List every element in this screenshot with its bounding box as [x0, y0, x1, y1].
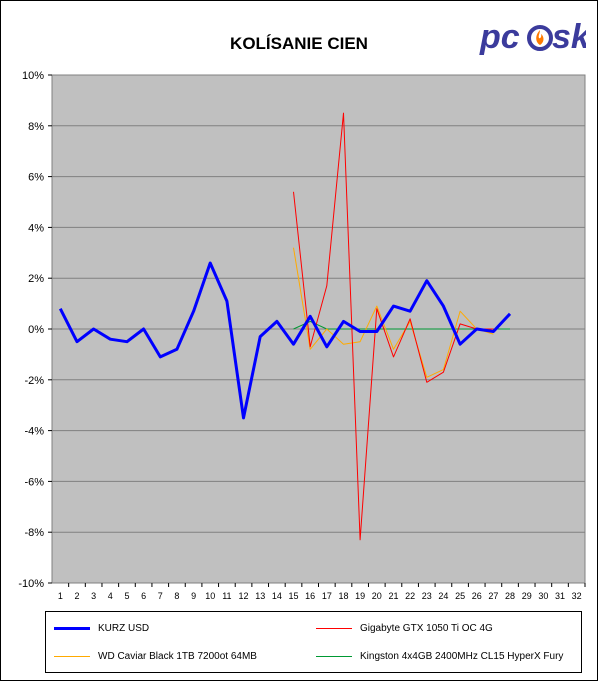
x-tick-label: 26	[472, 591, 482, 601]
legend-item-3: WD Caviar Black 1TB 7200ot 64MB	[54, 651, 257, 662]
x-tick-label: 24	[438, 591, 448, 601]
x-tick-label: 3	[91, 591, 96, 601]
x-tick-label: 27	[488, 591, 498, 601]
y-axis: -10% -8% -6% -4% -2% 0% 2% 4% 6% 8% 10%	[18, 70, 52, 590]
x-tick-label: 13	[255, 591, 265, 601]
legend-item-4: Kingston 4x4GB 2400MHz CL15 HyperX Fury	[316, 651, 563, 662]
series-line-1	[58, 261, 512, 420]
x-tick-label: 16	[305, 591, 315, 601]
x-tick-label: 17	[322, 591, 332, 601]
x-tick-label: 4	[108, 591, 113, 601]
x-axis: 1 2 3 4 5 6 7 8 9 10 11 12 13 14 15 16 17 18 19 20 21 22 23 24 2…	[58, 583, 586, 601]
legend-item-1: KURZ USD	[54, 623, 149, 634]
flame-icon	[527, 25, 553, 51]
legend-label: Kingston 4x4GB 2400MHz CL15 HyperX Fury	[360, 651, 564, 662]
series-line-3	[293, 247, 494, 378]
logo-text-sk: sk	[552, 18, 586, 56]
y-tick-label: 8%	[28, 121, 44, 133]
x-tick-label: 6	[141, 591, 146, 601]
series-line-4	[293, 320, 510, 330]
logo-text-pc: pc	[479, 18, 520, 56]
legend: KURZ USD Gigabyte GTX 1050 Ti OC 4G WD Cav…	[45, 611, 582, 673]
y-tick-label: -8%	[24, 527, 44, 539]
x-tick-label: 15	[289, 591, 299, 601]
x-tick-label: 8	[174, 591, 179, 601]
x-tick-label: 29	[522, 591, 532, 601]
x-tick-label: 18	[338, 591, 348, 601]
x-tick-label: 11	[222, 591, 231, 601]
legend-label: WD Caviar Black 1TB 7200ot 64MB	[98, 651, 257, 662]
y-tick-label: 6%	[28, 172, 44, 184]
x-tick-label: 32	[572, 591, 582, 601]
x-tick-label: 20	[372, 591, 382, 601]
legend-label: KURZ USD	[98, 623, 150, 634]
x-tick-label: 19	[355, 591, 365, 601]
y-tick-label: -2%	[24, 375, 44, 387]
y-tick-label: 4%	[28, 222, 44, 234]
x-tick-label: 23	[422, 591, 432, 601]
pcsk-logo: pc sk	[479, 18, 586, 56]
legend-swatch	[316, 628, 352, 629]
chart-title: KOLÍSANIE CIEN	[230, 34, 368, 53]
legend-swatch	[54, 627, 90, 630]
x-tick-label: 1	[58, 591, 63, 601]
x-tick-label: 22	[405, 591, 415, 601]
legend-item-2: Gigabyte GTX 1050 Ti OC 4G	[316, 623, 493, 634]
y-tick-label: -4%	[24, 426, 44, 438]
y-tick-label: -6%	[24, 476, 44, 488]
y-tick-label: 0%	[28, 324, 44, 336]
x-tick-label: 5	[124, 591, 129, 601]
legend-swatch	[54, 656, 90, 657]
x-tick-label: 14	[272, 591, 282, 601]
y-tick-label: 2%	[28, 273, 44, 285]
series-line-2	[293, 112, 494, 541]
x-tick-label: 12	[239, 591, 249, 601]
y-tick-label: -10%	[18, 578, 44, 590]
x-tick-label: 10	[205, 591, 215, 601]
x-tick-label: 25	[455, 591, 465, 601]
x-tick-label: 31	[555, 591, 565, 601]
x-tick-label: 30	[538, 591, 548, 601]
y-tick-label: 10%	[22, 70, 44, 82]
legend-label: Gigabyte GTX 1050 Ti OC 4G	[360, 623, 493, 634]
x-tick-label: 28	[505, 591, 515, 601]
x-tick-label: 7	[158, 591, 163, 601]
series-lines	[58, 112, 512, 541]
x-tick-label: 2	[74, 591, 79, 601]
x-tick-label: 21	[388, 591, 398, 601]
x-tick-label: 9	[191, 591, 196, 601]
legend-swatch	[316, 656, 352, 657]
